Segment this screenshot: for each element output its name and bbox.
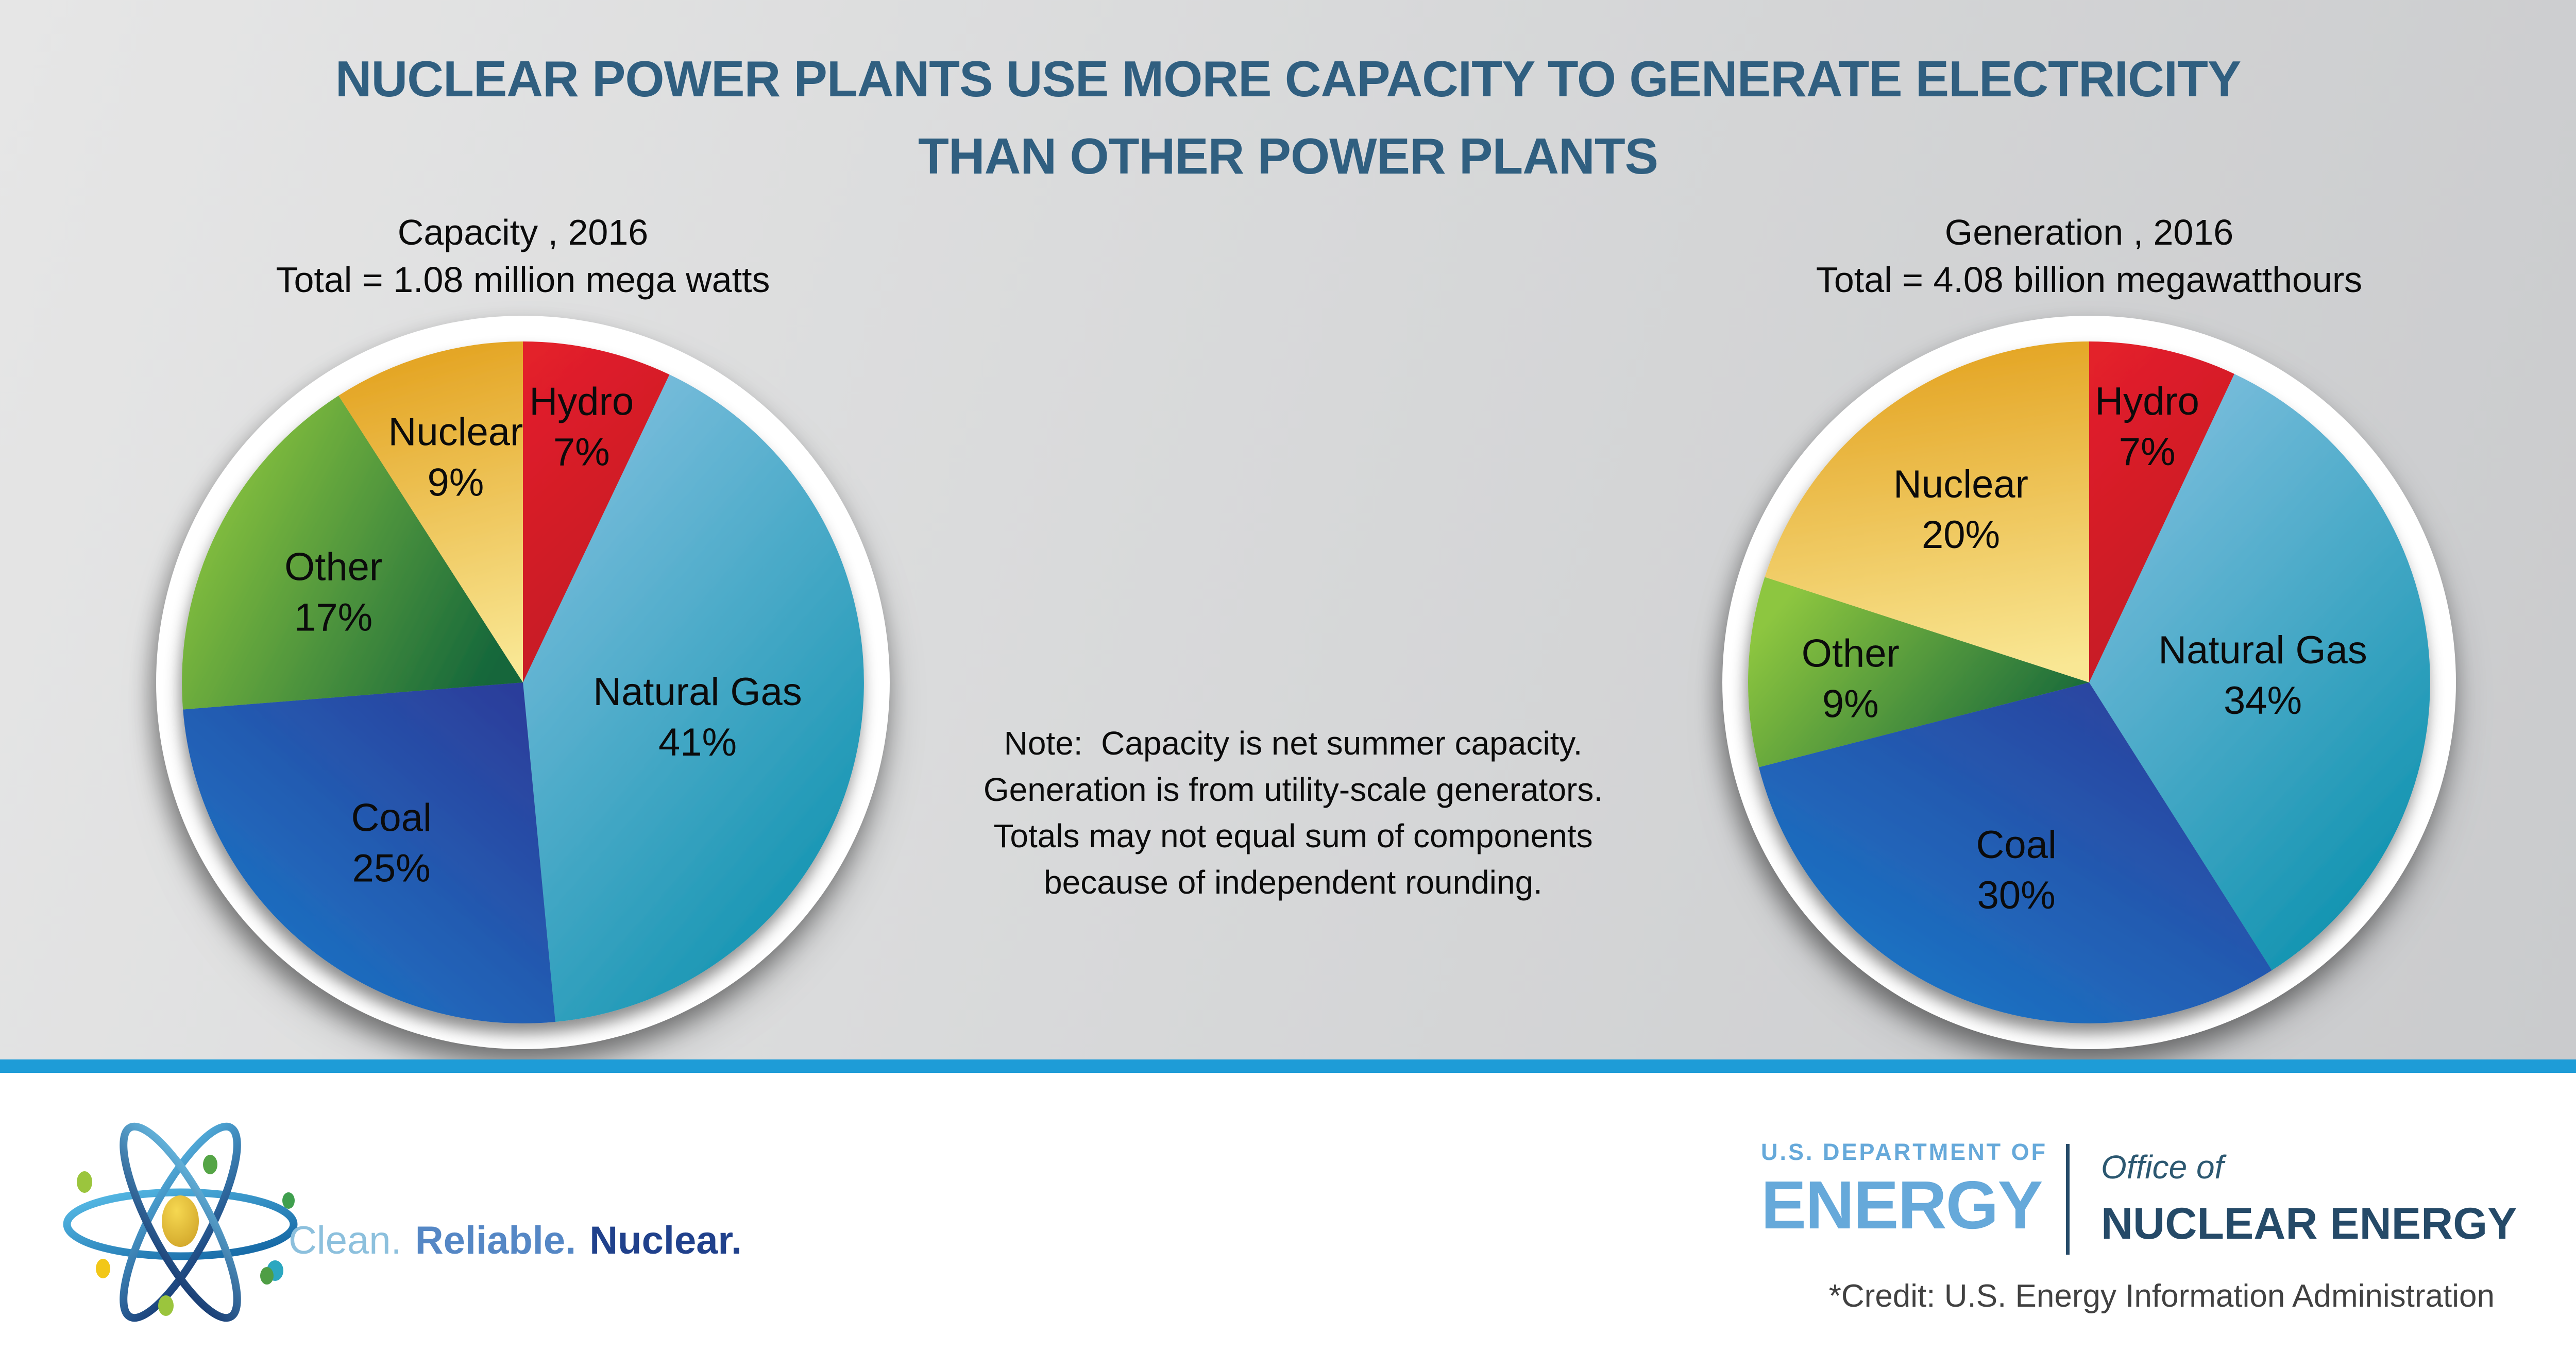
blue-divider-bar xyxy=(0,1059,2576,1073)
pie-slice-label: Other 17% xyxy=(284,545,382,640)
pie-slice-nuclear xyxy=(338,341,523,682)
pie-slice-label: Natural Gas 41% xyxy=(593,670,802,764)
credit-text: *Credit: U.S. Energy Information Adminis… xyxy=(1828,1278,2495,1314)
pie-slice-label: Nuclear 9% xyxy=(388,410,523,504)
capacity-pie-chart: Hydro 7% Natural Gas 41% Coal 25% Other 17%Nucl… xyxy=(156,316,890,1049)
page-title-line-1: NUCLEAR POWER PLANTS USE MORE CAPACITY T… xyxy=(335,50,2242,107)
generation-chart-title: Generation , 2016 xyxy=(1944,212,2234,252)
tagline-reliable: Reliable. xyxy=(415,1219,577,1262)
footer: Clean. Reliable. Nuclear. U.S. DEPARTMENT … xyxy=(0,1073,2576,1352)
page-title: NUCLEAR POWER PLANTS USE MORE CAPACITY T… xyxy=(0,40,2576,195)
pie-slice-coal xyxy=(1758,682,2272,1023)
pie-slice-natural-gas xyxy=(2089,374,2430,970)
pie-slice-label: Nuclear 20% xyxy=(1893,463,2028,557)
pie-slice-natural-gas xyxy=(523,374,864,1022)
capacity-chart-subtitle: Total = 1.08 million mega watts xyxy=(276,260,770,300)
pie-slice-label: Coal 30% xyxy=(1976,823,2057,917)
generation-chart-subtitle: Total = 4.08 billion megawatthours xyxy=(1816,260,2363,300)
pie-slice-hydro xyxy=(2089,341,2234,682)
pie-slice-label: Hydro 7% xyxy=(529,380,634,474)
generation-pie-chart: Hydro 7% Natural Gas 34% Coal 30% Other 9% Nucle… xyxy=(1722,316,2456,1049)
note-text: Note: Capacity is net summer capacity. G… xyxy=(922,720,1664,905)
capacity-chart-title: Capacity , 2016 xyxy=(397,212,649,252)
atom-logo-icon xyxy=(63,1122,298,1322)
pie-slice-label: Coal 25% xyxy=(351,796,432,890)
tagline-clean: Clean. xyxy=(289,1219,402,1262)
tagline: Clean. Reliable. Nuclear. xyxy=(289,1218,755,1263)
pie-slice-other xyxy=(1748,577,2089,767)
nuclear-energy-label: NUCLEAR ENERGY xyxy=(2101,1199,2517,1248)
pie-slice-label: Other 9% xyxy=(1802,631,1900,726)
doe-logo: U.S. DEPARTMENT OF ENERGY Office of NUCL… xyxy=(1761,1139,2517,1255)
page-title-line-2: THAN OTHER POWER PLANTS xyxy=(918,128,1658,184)
capacity-chart-heading: Capacity , 2016 Total = 1.08 million meg… xyxy=(85,209,961,303)
generation-chart-heading: Generation , 2016 Total = 4.08 billion m… xyxy=(1651,209,2527,303)
pie-slice-label: Hydro 7% xyxy=(2095,380,2199,474)
doe-department-label: U.S. DEPARTMENT OF xyxy=(1761,1139,2048,1165)
tagline-nuclear: Nuclear. xyxy=(589,1219,742,1262)
office-of-label: Office of xyxy=(2101,1149,2224,1186)
doe-logo-divider xyxy=(2066,1144,2070,1255)
pie-slice-nuclear xyxy=(1765,341,2089,682)
note-line: Generation is from utility-scale generat… xyxy=(983,771,1603,808)
note-line: Note: Capacity is net summer capacity. xyxy=(1004,725,1583,762)
note-line: Totals may not equal sum of components xyxy=(993,817,1593,854)
pie-slice-other xyxy=(182,396,523,710)
doe-energy-wordmark: ENERGY xyxy=(1761,1167,2043,1243)
note-line: because of independent rounding. xyxy=(1044,864,1543,901)
office-of-nuclear-energy: Office of NUCLEAR ENERGY xyxy=(2101,1148,2517,1250)
pie-slice-label: Natural Gas 34% xyxy=(2158,628,2367,723)
pie-slice-coal xyxy=(183,682,555,1023)
pie-slice-hydro xyxy=(523,341,670,682)
